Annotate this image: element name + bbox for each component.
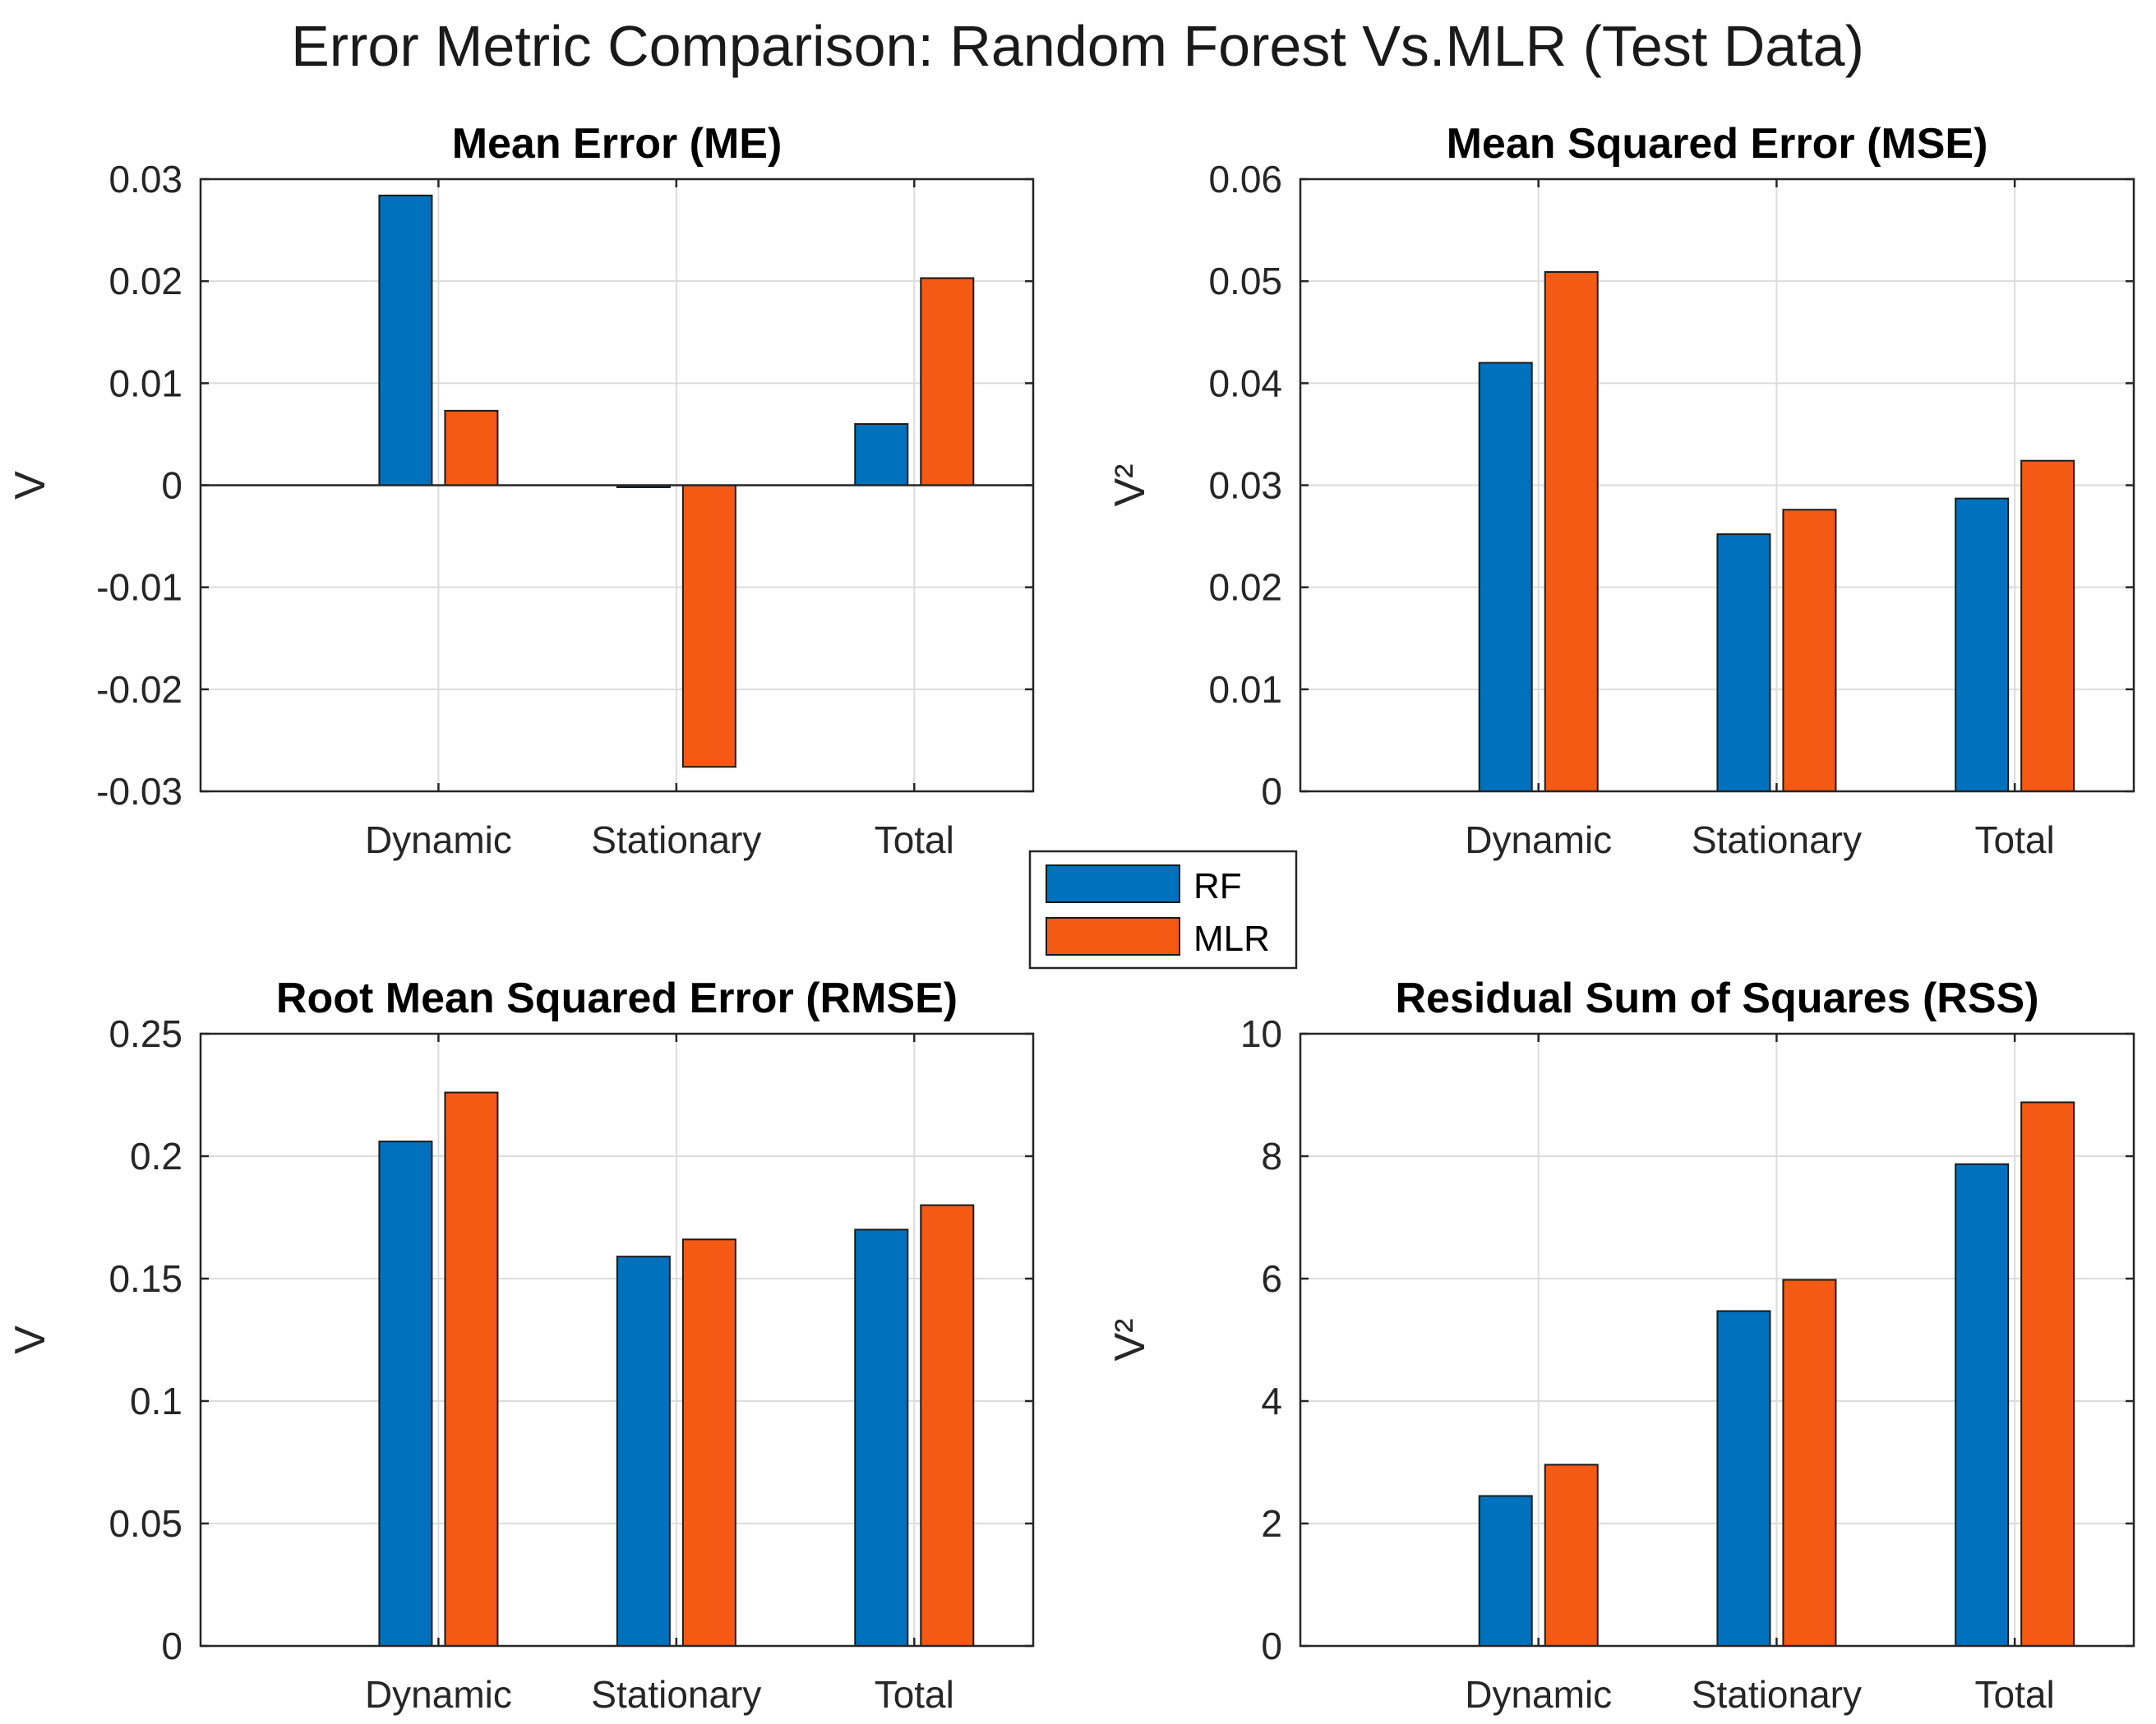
panel-title: Mean Error (ME) (452, 120, 783, 168)
bar-mlr-dynamic (444, 409, 499, 486)
chart-panel-rmse: 0 0.05 0.1 0.15 0.2 0.25 Dynamic Stationary Tota… (7, 975, 1035, 1716)
bar-rf-dynamic (1478, 1495, 1533, 1647)
x-tick-label: Total (1975, 1673, 2055, 1716)
axes-box (199, 1032, 1035, 1648)
y-tick-label: 0.02 (1208, 566, 1282, 609)
panel-title: Root Mean Squared Error (RMSE) (276, 975, 958, 1022)
bar-mlr-dynamic (444, 1091, 499, 1647)
bar-mlr-total (2020, 1101, 2075, 1647)
x-tick-label: Dynamic (1465, 1673, 1612, 1716)
panel-title: Mean Squared Error (MSE) (1447, 120, 1988, 168)
bar-rf-stationary (616, 1256, 671, 1648)
y-tick-label: 0.1 (130, 1380, 182, 1422)
x-tick-label: Total (875, 1673, 954, 1716)
bar-rf-total (1955, 497, 2010, 792)
bar-mlr-total (920, 1204, 975, 1647)
y-tick-label: -0.01 (96, 566, 182, 609)
x-tick-label: Total (1975, 818, 2055, 861)
y-tick-label: 4 (1261, 1380, 1282, 1422)
y-tick-label: 0.03 (108, 158, 182, 201)
chart-panel-rss: 0 2 4 6 8 10 Dynamic Stationary Total Residual Su… (1106, 975, 2135, 1716)
bar-rf-dynamic (378, 194, 433, 486)
y-tick-label: 0 (1261, 770, 1282, 813)
y-axis-label: V (7, 471, 54, 500)
panel-title: Residual Sum of Squares (RSS) (1395, 975, 2038, 1022)
y-tick-label: 0.01 (1208, 668, 1282, 711)
y-tick-label: 10 (1240, 1012, 1282, 1055)
y-tick-label: 0.15 (108, 1257, 182, 1300)
legend-label-rf: RF (1193, 866, 1242, 906)
y-tick-label: 0 (161, 1625, 182, 1667)
y-axis-label: V² (1106, 1319, 1154, 1362)
legend-swatch-mlr (1046, 917, 1180, 956)
bar-mlr-stationary (681, 1238, 736, 1647)
chart-panel-mse: 0 0.01 0.02 0.03 0.04 0.05 0.06 Dynamic Stationa… (1106, 120, 2135, 861)
x-tick-label: Stationary (1692, 1673, 1862, 1716)
bar-mlr-stationary (1782, 1279, 1837, 1647)
x-tick-label: Stationary (1692, 818, 1862, 861)
y-tick-label: -0.02 (96, 668, 182, 711)
y-tick-label: 0.25 (108, 1012, 182, 1055)
y-tick-label: 2 (1261, 1502, 1282, 1545)
y-tick-label: 0.05 (1208, 260, 1282, 302)
y-tick-label: 0.03 (1208, 464, 1282, 507)
bar-rf-stationary (1716, 1310, 1771, 1647)
y-tick-label: -0.03 (96, 770, 182, 813)
bar-rf-total (1955, 1163, 2010, 1648)
y-tick-label: 8 (1261, 1135, 1282, 1178)
y-axis-label: V² (1106, 464, 1154, 507)
bar-mlr-total (920, 277, 975, 486)
bar-rf-dynamic (378, 1141, 433, 1647)
legend-label-mlr: MLR (1193, 919, 1270, 959)
x-tick-label: Stationary (591, 818, 761, 861)
legend: RF MLR (1028, 850, 1298, 970)
bar-rf-total (854, 1228, 909, 1648)
bar-rf-dynamic (1478, 362, 1533, 792)
y-tick-label: 0.04 (1208, 362, 1282, 404)
y-axis-label: V (7, 1325, 54, 1354)
bar-rf-total (854, 423, 909, 486)
chart-panel-me: -0.03 -0.02 -0.01 0 0.01 0.02 0.03 Dynamic Stati… (7, 120, 1035, 861)
x-tick-label: Total (875, 818, 954, 861)
y-tick-label: 0.01 (108, 362, 182, 404)
bar-mlr-dynamic (1544, 270, 1599, 793)
x-tick-label: Dynamic (365, 1673, 512, 1716)
bar-mlr-total (2020, 459, 2075, 792)
bar-rf-stationary (1716, 533, 1771, 792)
y-tick-label: 0.02 (108, 260, 182, 302)
x-tick-label: Dynamic (1465, 818, 1612, 861)
y-tick-label: 6 (1261, 1257, 1282, 1300)
bar-mlr-dynamic (1544, 1464, 1599, 1647)
legend-swatch-rf (1046, 864, 1180, 903)
axes-box (1299, 1032, 2135, 1648)
y-tick-label: 0 (161, 464, 182, 507)
y-tick-label: 0 (1261, 1625, 1282, 1667)
y-tick-label: 0.05 (108, 1502, 182, 1545)
figure-title: Error Metric Comparison: Random Forest V… (291, 14, 1864, 78)
bar-mlr-stationary (1782, 509, 1837, 792)
x-tick-label: Dynamic (365, 818, 512, 861)
y-tick-label: 0.2 (130, 1135, 182, 1178)
bar-mlr-stationary (681, 484, 736, 768)
x-tick-label: Stationary (591, 1673, 761, 1716)
y-tick-label: 0.06 (1208, 158, 1282, 201)
